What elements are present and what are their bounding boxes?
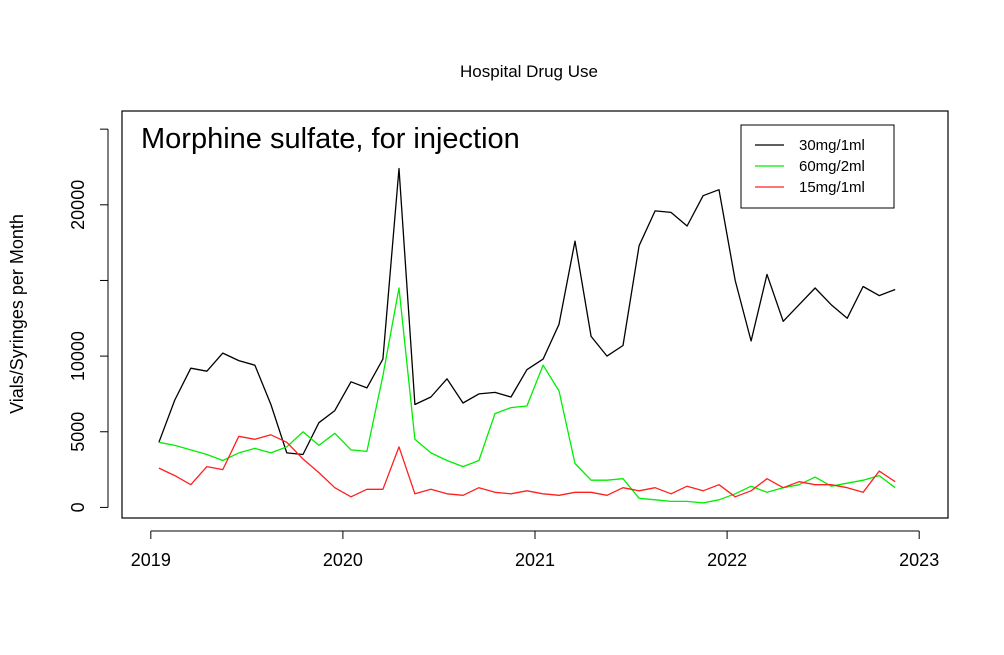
- legend: 30mg/1ml 60mg/2ml 15mg/1ml: [740, 124, 895, 209]
- series-lines: [158, 167, 896, 504]
- x-tick-label: 2019: [131, 550, 171, 570]
- x-tick-label: 2023: [899, 550, 939, 570]
- chart-title: Hospital Drug Use: [460, 62, 598, 81]
- plot-area-frame: [121, 110, 949, 519]
- y-tick-label: 20000: [68, 180, 88, 230]
- legend-label: 30mg/1ml: [799, 137, 865, 154]
- x-tick-label: 2020: [323, 550, 363, 570]
- series-line-3: [158, 434, 896, 498]
- legend-items: 30mg/1ml 60mg/2ml 15mg/1ml: [755, 137, 865, 196]
- legend-label: 60mg/2ml: [799, 158, 865, 175]
- chart-annotation: Morphine sulfate, for injection: [141, 123, 520, 155]
- x-tick-label: 2022: [707, 550, 747, 570]
- y-axis: 0 5000 10000 20000: [68, 128, 109, 512]
- y-axis-label: Vials/Syringes per Month: [7, 214, 27, 414]
- y-tick-label: 0: [68, 502, 88, 512]
- x-axis: 2019 2020 2021 2022 2023: [131, 530, 939, 570]
- y-tick-label: 5000: [68, 412, 88, 452]
- x-tick-label: 2021: [515, 550, 555, 570]
- series-line-2: [158, 287, 896, 504]
- series-line-1: [158, 167, 896, 456]
- legend-label: 15mg/1ml: [799, 179, 865, 196]
- y-tick-label: 10000: [68, 331, 88, 381]
